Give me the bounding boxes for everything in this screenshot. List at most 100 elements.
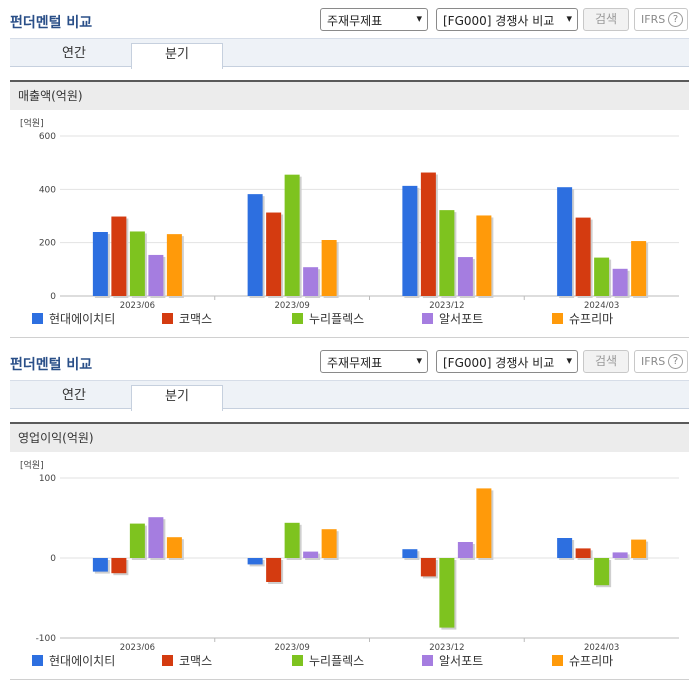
period-tabs: 연간 분기: [10, 38, 689, 69]
legend-swatch: [32, 655, 43, 666]
statement-type-select[interactable]: 주재무제표 ▾: [320, 8, 428, 31]
x-tick-label: 2024/03: [584, 643, 619, 650]
y-tick-label: 200: [39, 239, 56, 249]
chart-legend: 현대에이치티 코맥스 누리플렉스 알서포트 슈프리마: [10, 652, 689, 672]
bar: [631, 241, 647, 296]
legend-item: 슈프리마: [552, 310, 613, 327]
statement-type-value: 주재무제표: [327, 14, 383, 28]
bar: [557, 538, 573, 558]
bar: [111, 216, 127, 296]
bar: [303, 267, 319, 296]
bar: [266, 212, 282, 296]
bar: [111, 558, 127, 574]
bar: [612, 268, 628, 296]
bar: [148, 517, 164, 558]
bar: [321, 529, 337, 558]
tab-quarterly[interactable]: 분기: [131, 385, 223, 411]
search-button[interactable]: 검색: [583, 350, 629, 373]
y-tick-label: -100: [36, 634, 57, 644]
legend-item: 현대에이치티: [32, 310, 115, 327]
search-button[interactable]: 검색: [583, 8, 629, 31]
bar: [612, 552, 628, 558]
y-tick-label: 0: [50, 554, 56, 564]
chart-legend: 현대에이치티 코맥스 누리플렉스 알서포트 슈프리마: [10, 310, 689, 330]
bar: [321, 240, 337, 296]
peer-group-value: [FG000] 경쟁사 비교: [443, 356, 555, 370]
y-tick-label: 600: [39, 132, 56, 142]
statement-type-select[interactable]: 주재무제표 ▾: [320, 350, 428, 373]
fundamental-compare-panel-operating-profit: 펀더멘털 비교 주재무제표 ▾ [FG000] 경쟁사 비교 ▾ 검색 IFRS? …: [0, 342, 696, 684]
help-icon: ?: [668, 354, 683, 369]
bar: [594, 558, 610, 586]
bar: [284, 174, 300, 296]
y-tick-label: 400: [39, 185, 56, 195]
legend-swatch: [422, 313, 433, 324]
legend-swatch: [292, 313, 303, 324]
chevron-down-icon: ▾: [566, 354, 572, 367]
legend-swatch: [552, 313, 563, 324]
bar: [166, 234, 182, 296]
bar: [420, 558, 436, 577]
chart-area: [억원] -100 0 100 2023/06 2023/09 2023/12 2024/03: [10, 452, 689, 680]
bar: [575, 217, 591, 296]
bar: [166, 537, 182, 558]
bar: [92, 232, 108, 296]
legend-item: 코맥스: [162, 652, 212, 669]
x-tick-label: 2023/06: [120, 301, 155, 308]
bar: [557, 187, 573, 296]
peer-group-select[interactable]: [FG000] 경쟁사 비교 ▾: [436, 350, 578, 373]
x-tick-label: 2023/12: [429, 643, 464, 650]
legend-swatch: [162, 655, 173, 666]
legend-label: 슈프리마: [569, 654, 614, 668]
y-unit-label: [억원]: [20, 117, 44, 129]
chart-title: 영업이익(억원): [10, 422, 689, 452]
legend-item: 슈프리마: [552, 652, 613, 669]
legend-swatch: [32, 313, 43, 324]
legend-label: 코맥스: [179, 312, 213, 326]
ifrs-help-button[interactable]: IFRS?: [634, 350, 688, 373]
bar: [439, 210, 455, 296]
bar: [129, 231, 145, 296]
section-title: 펀더멘털 비교: [10, 357, 93, 373]
chevron-down-icon: ▾: [416, 12, 422, 25]
y-tick-label: 100: [39, 474, 56, 484]
legend-label: 알서포트: [439, 312, 484, 326]
bar: [457, 257, 473, 296]
legend-swatch: [422, 655, 433, 666]
bar: [129, 523, 145, 558]
bar: [594, 257, 610, 296]
bar: [631, 539, 647, 558]
statement-type-value: 주재무제표: [327, 356, 383, 370]
legend-item: 현대에이치티: [32, 652, 115, 669]
bar: [402, 549, 418, 558]
ifrs-label: IFRS: [641, 13, 666, 26]
bar: [575, 548, 591, 558]
legend-label: 누리플렉스: [309, 312, 365, 326]
chevron-down-icon: ▾: [566, 12, 572, 25]
bar: [247, 558, 263, 565]
tab-annual[interactable]: 연간: [62, 46, 86, 61]
x-tick-label: 2023/06: [120, 643, 155, 650]
chart-title: 매출액(억원): [10, 80, 689, 110]
legend-swatch: [292, 655, 303, 666]
chevron-down-icon: ▾: [416, 354, 422, 367]
bar: [402, 185, 418, 296]
bar: [303, 551, 319, 558]
bar: [284, 522, 300, 558]
ifrs-help-button[interactable]: IFRS?: [634, 8, 688, 31]
x-tick-label: 2023/12: [429, 301, 464, 308]
legend-label: 현대에이치티: [49, 654, 116, 668]
legend-label: 현대에이치티: [49, 312, 116, 326]
bar: [457, 542, 473, 558]
peer-group-select[interactable]: [FG000] 경쟁사 비교 ▾: [436, 8, 578, 31]
y-tick-label: 0: [50, 292, 56, 302]
tab-annual[interactable]: 연간: [62, 388, 86, 403]
y-unit-label: [억원]: [20, 459, 44, 471]
tab-quarterly[interactable]: 분기: [131, 43, 223, 69]
bar: [266, 558, 282, 582]
operating-profit-chart: [억원] -100 0 100 2023/06 2023/09 2023/12 2024/03: [20, 459, 679, 653]
bar: [420, 172, 436, 296]
x-tick-label: 2024/03: [584, 301, 619, 308]
legend-swatch: [552, 655, 563, 666]
legend-item: 누리플렉스: [292, 652, 364, 669]
